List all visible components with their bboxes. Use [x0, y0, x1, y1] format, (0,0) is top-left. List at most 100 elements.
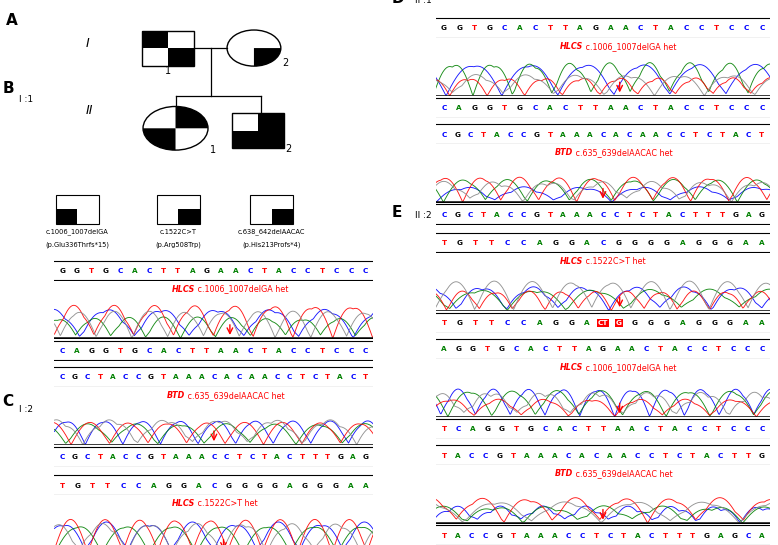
- Text: c.635_639delAACАC het: c.635_639delAACАC het: [573, 148, 672, 158]
- Text: G: G: [496, 532, 503, 539]
- Text: A: A: [538, 532, 544, 539]
- Text: G: G: [204, 268, 210, 274]
- Text: A: A: [198, 454, 204, 461]
- Text: A: A: [759, 320, 765, 326]
- Text: 2: 2: [282, 58, 289, 68]
- Text: B: B: [3, 81, 14, 96]
- Text: T: T: [190, 348, 194, 354]
- Text: G: G: [337, 454, 343, 461]
- Text: A: A: [275, 454, 280, 461]
- Text: T: T: [320, 348, 324, 354]
- Text: T: T: [693, 131, 698, 138]
- Text: T: T: [714, 105, 719, 112]
- Text: A: A: [587, 131, 593, 138]
- Text: C: C: [441, 131, 447, 138]
- Text: C: C: [212, 374, 216, 380]
- Text: C: C: [85, 374, 90, 380]
- Text: C: C: [744, 25, 749, 32]
- Text: c.638_642delAACАC: c.638_642delAACАC: [238, 228, 306, 235]
- Text: T: T: [60, 482, 65, 489]
- Text: C: C: [745, 346, 750, 353]
- Text: C: C: [614, 211, 619, 218]
- Text: T: T: [262, 454, 267, 461]
- Text: G: G: [616, 240, 622, 246]
- Text: C: C: [667, 131, 672, 138]
- Text: C: C: [60, 454, 65, 461]
- Text: A: A: [607, 452, 612, 459]
- Polygon shape: [56, 209, 78, 223]
- Text: BTD: BTD: [167, 391, 185, 400]
- Text: C: C: [350, 374, 356, 380]
- Text: C: C: [334, 348, 339, 354]
- Text: T: T: [363, 374, 368, 380]
- Text: C: C: [305, 268, 310, 274]
- Text: C: C: [627, 131, 632, 138]
- Text: T: T: [663, 452, 668, 459]
- Text: A: A: [338, 374, 343, 380]
- Text: T: T: [313, 454, 317, 461]
- Text: HLCS: HLCS: [172, 499, 194, 508]
- Text: C: C: [249, 454, 254, 461]
- Text: C: C: [759, 105, 765, 112]
- Text: G: G: [696, 320, 701, 326]
- Text: C: C: [507, 131, 513, 138]
- Text: T: T: [441, 426, 447, 433]
- Text: A: A: [717, 532, 724, 539]
- Text: C: C: [744, 105, 749, 112]
- Text: T: T: [482, 211, 486, 218]
- Text: C: C: [520, 211, 526, 218]
- Text: T: T: [441, 320, 447, 326]
- Text: G: G: [470, 346, 476, 353]
- Text: T: T: [720, 211, 724, 218]
- Text: T: T: [485, 346, 490, 353]
- Text: C: C: [520, 240, 526, 246]
- Text: A: A: [560, 211, 566, 218]
- Text: T: T: [502, 105, 507, 112]
- Text: T: T: [586, 426, 591, 433]
- Text: T: T: [745, 452, 751, 459]
- Text: C: C: [441, 105, 447, 112]
- Text: A: A: [363, 482, 368, 489]
- Text: A: A: [276, 268, 282, 274]
- Text: C: C: [275, 374, 280, 380]
- Text: G: G: [148, 374, 154, 380]
- Text: A: A: [470, 426, 476, 433]
- Text: G: G: [272, 482, 278, 489]
- Text: T: T: [325, 374, 330, 380]
- Text: A: A: [587, 211, 593, 218]
- Text: C: C: [706, 131, 712, 138]
- Text: G: G: [74, 268, 80, 274]
- Text: G: G: [332, 482, 338, 489]
- Text: T: T: [548, 211, 552, 218]
- Text: T: T: [90, 482, 95, 489]
- Text: T: T: [89, 268, 94, 274]
- Text: G: G: [647, 240, 654, 246]
- Text: C: C: [224, 454, 230, 461]
- Text: C: C: [212, 482, 216, 489]
- Text: A: A: [680, 240, 685, 246]
- Text: T: T: [441, 240, 447, 246]
- Text: C: C: [441, 211, 447, 218]
- Text: G: G: [759, 211, 765, 218]
- Text: G: G: [527, 426, 534, 433]
- Text: T: T: [117, 348, 123, 354]
- Text: A: A: [287, 482, 293, 489]
- Text: T: T: [489, 240, 494, 246]
- Text: II :1: II :1: [415, 0, 432, 5]
- Text: T: T: [548, 131, 552, 138]
- Text: G: G: [166, 482, 171, 489]
- Text: A: A: [680, 320, 685, 326]
- Text: G: G: [454, 211, 461, 218]
- Text: c.1522C>T het: c.1522C>T het: [583, 257, 646, 266]
- Text: A: A: [173, 374, 179, 380]
- Text: A: A: [110, 374, 116, 380]
- Text: C: C: [601, 131, 605, 138]
- Text: A: A: [557, 426, 562, 433]
- Text: G: G: [485, 426, 490, 433]
- Text: G: G: [664, 240, 670, 246]
- Text: C: C: [542, 426, 548, 433]
- Text: G: G: [759, 452, 765, 459]
- Text: (p.Glu336Thrfs*15): (p.Glu336Thrfs*15): [45, 241, 110, 247]
- Text: C: C: [729, 105, 734, 112]
- Text: C: C: [520, 131, 526, 138]
